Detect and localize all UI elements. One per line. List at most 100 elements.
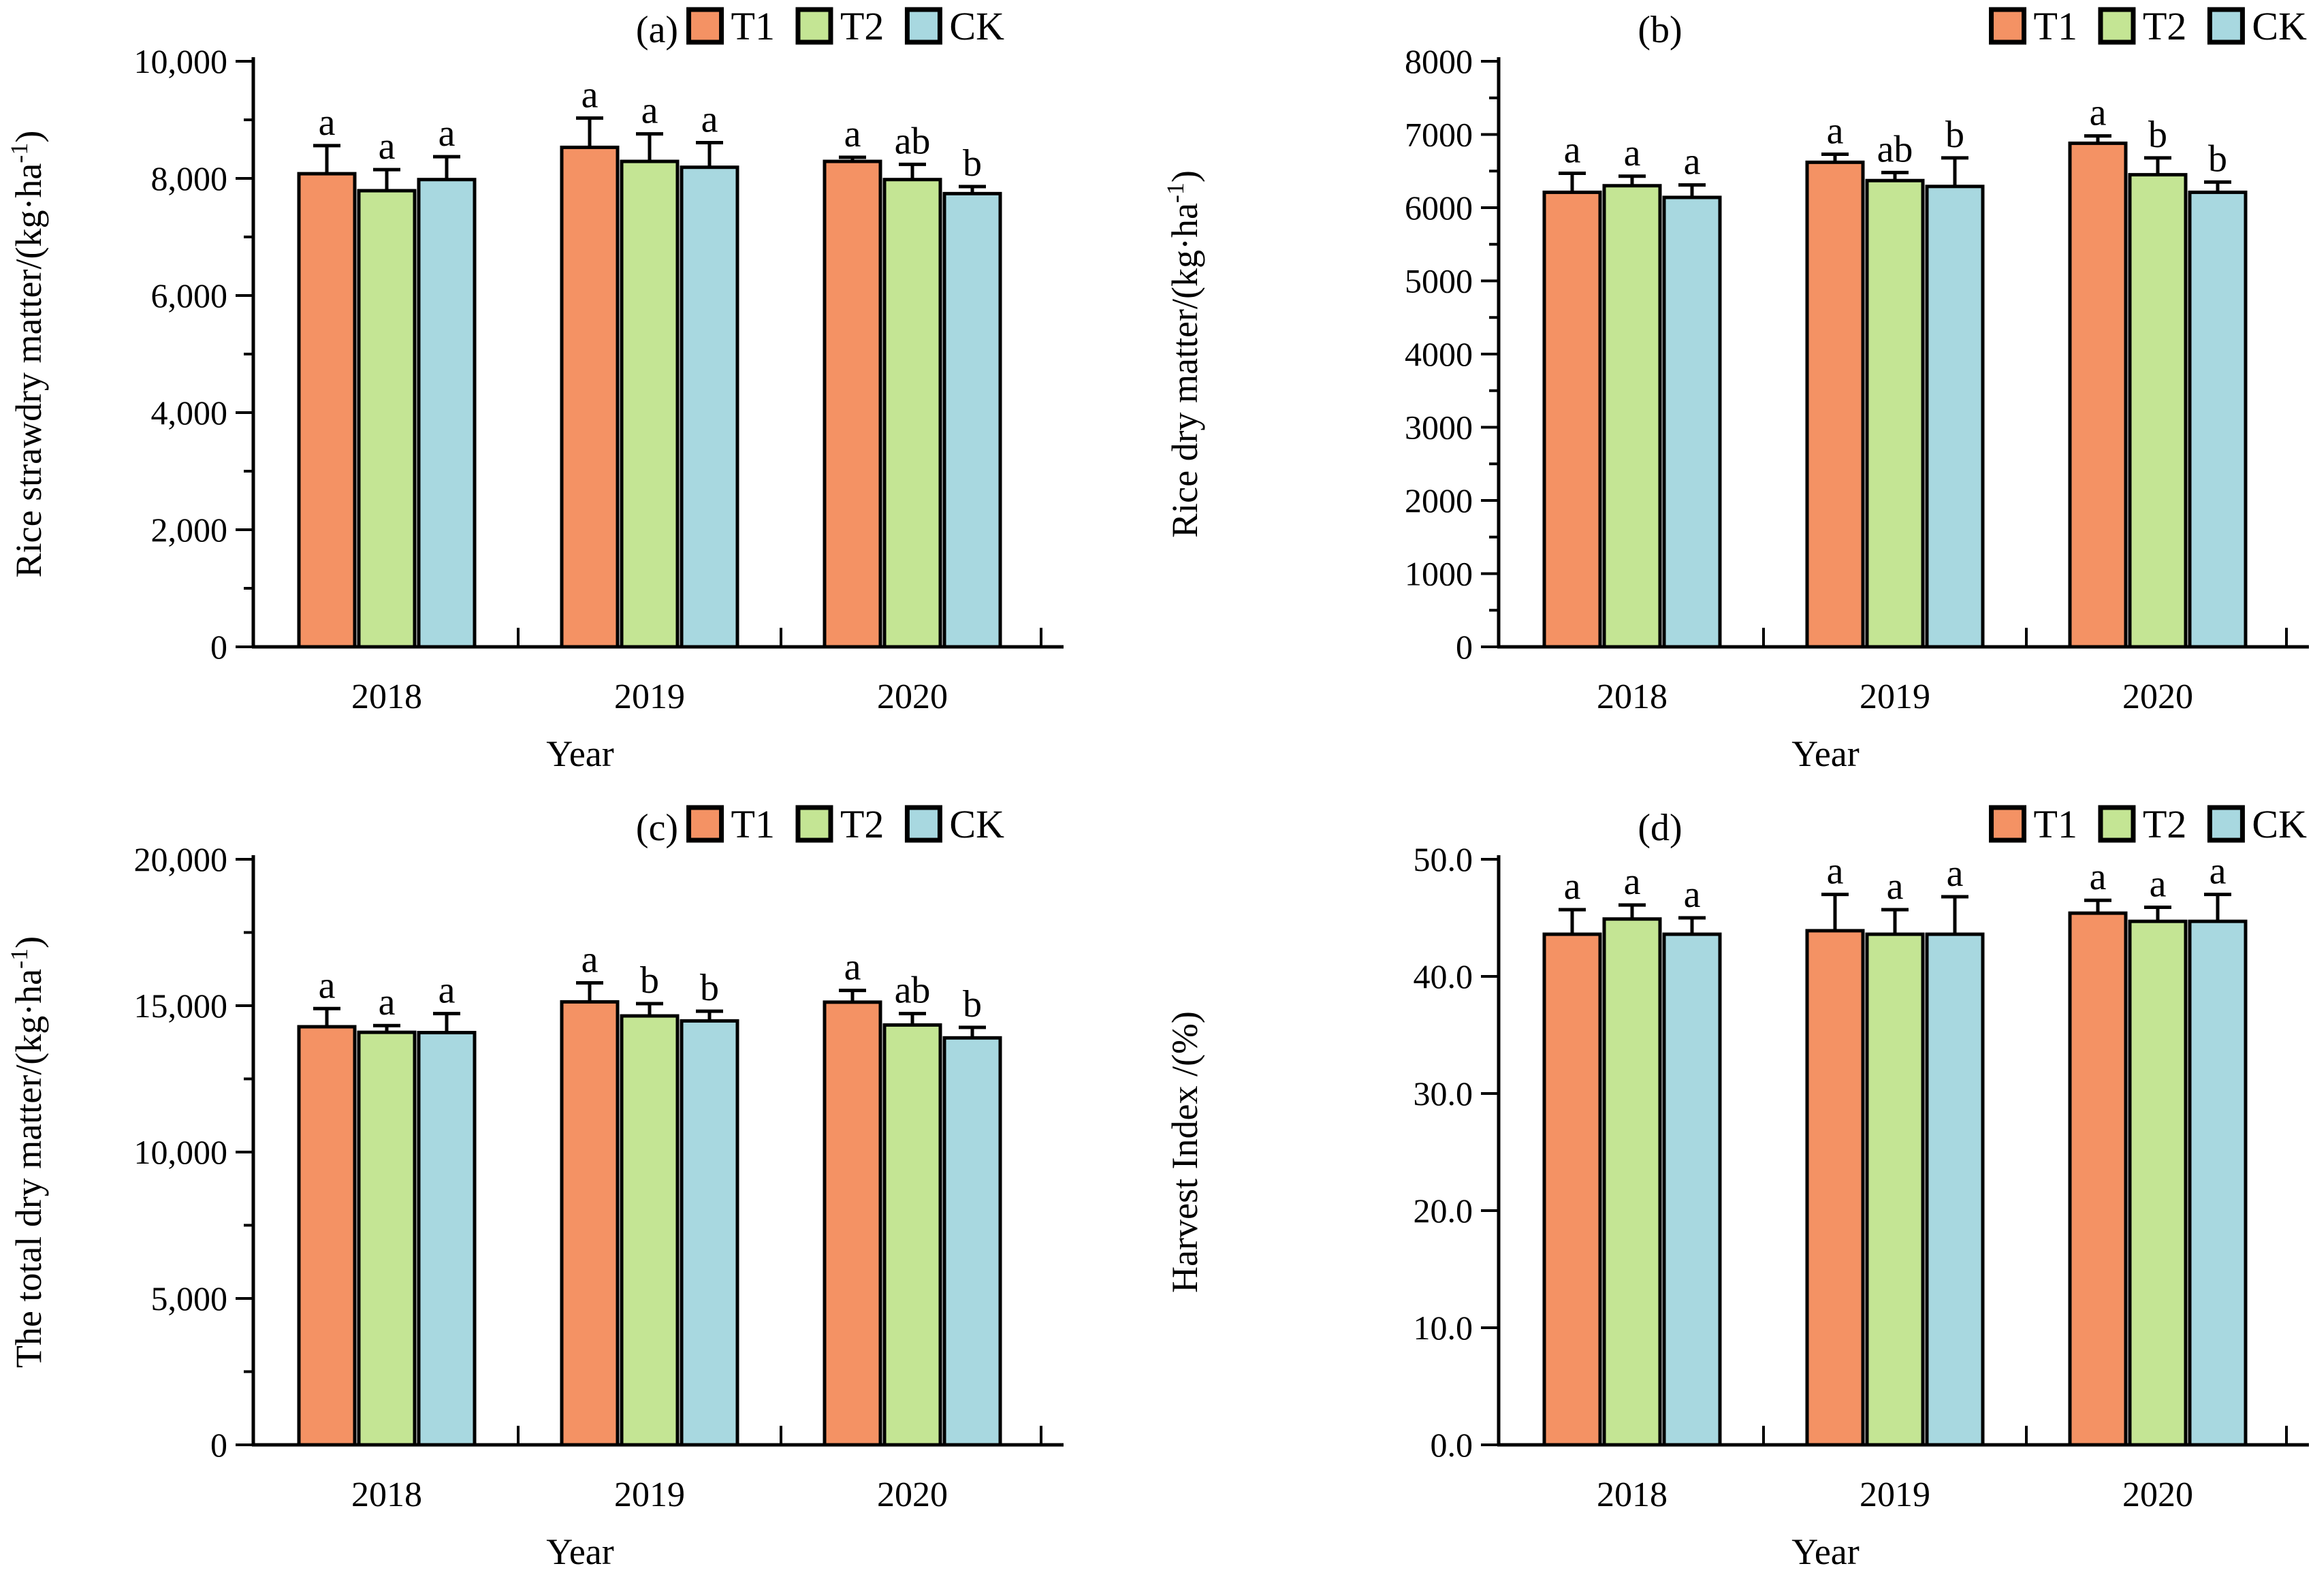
bar-T1-2018 (297, 172, 357, 649)
y-tick-label: 8,000 (151, 159, 228, 197)
panel-b: a a a a ab b a b b 0 1000 2000 3000 4000 5000 6000 7000 8… (1156, 0, 2313, 798)
legend-swatch-CK (2207, 805, 2245, 843)
bar-T2-2019 (620, 159, 680, 649)
x-tick-label: 2020 (2122, 1475, 2193, 1514)
legend-swatch-T1 (1989, 805, 2027, 843)
sig-letter: b (1945, 114, 1964, 156)
bar-T2-2020 (882, 178, 942, 649)
legend-swatch-T2 (795, 7, 833, 45)
bar-CK-2018 (417, 178, 477, 649)
bar-CK-2018 (1662, 195, 1722, 649)
legend-label-T1: T1 (731, 802, 775, 846)
y-tick-label: 2,000 (151, 511, 228, 549)
bar-T1-2020 (2068, 911, 2128, 1447)
bar-T2-2020 (882, 1023, 942, 1447)
sig-letter: b (2148, 114, 2167, 156)
y-axis-title: Rice strawdry matter/(kg·ha-1) (5, 131, 49, 578)
bar-T1-2018 (1542, 190, 1602, 649)
bar-CK-2019 (680, 165, 739, 649)
legend-label-T2: T2 (2143, 4, 2186, 48)
legend-swatch-T2 (795, 805, 833, 843)
panel-label: (a) (636, 9, 678, 51)
sig-letter: a (844, 946, 861, 989)
sig-letter: a (2090, 856, 2107, 898)
bar-CK-2020 (942, 1036, 1002, 1447)
bar-CK-2018 (417, 1031, 477, 1447)
sig-letter: b (963, 983, 982, 1025)
y-tick-label: 5,000 (151, 1279, 228, 1318)
panel-d: a a a a a a a a a 0.0 10.0 20.0 30.0 40.0 50.0 2018 2019… (1156, 798, 2313, 1596)
x-tick-label: 2018 (1597, 1475, 1668, 1514)
bar-T2-2019 (1865, 932, 1925, 1447)
bar-T2-2018 (1602, 917, 1662, 1447)
sig-letter: a (1564, 865, 1581, 908)
sig-letter: a (1624, 861, 1641, 903)
y-tick-label: 3000 (1405, 409, 1473, 447)
x-axis-title: Year (546, 1531, 614, 1572)
sig-letter: a (319, 964, 336, 1006)
sig-letter: ab (895, 970, 931, 1012)
x-tick-label: 2018 (1597, 677, 1668, 716)
bar-CK-2020 (942, 191, 1002, 649)
bar-CK-2019 (1925, 932, 1985, 1447)
sig-letter: b (640, 959, 659, 1002)
legend-label-CK: CK (2252, 4, 2307, 48)
y-tick-label: 10,000 (134, 1133, 228, 1171)
y-tick-label: 2000 (1405, 481, 1473, 520)
legend-swatch-T2 (2098, 7, 2136, 45)
bar-T1-2019 (1805, 929, 1865, 1447)
y-axis-title: Rice dry matter/(kg·ha-1) (1162, 170, 1205, 538)
y-tick-label: 40.0 (1414, 957, 1473, 995)
y-tick-label: 1000 (1405, 555, 1473, 593)
bar-T1-2018 (297, 1025, 357, 1447)
bar-T1-2020 (823, 1000, 882, 1447)
bar-CK-2019 (680, 1019, 739, 1447)
sig-letter: a (438, 112, 456, 155)
bar-T2-2018 (357, 1030, 417, 1447)
y-axis-title: The total dry matter/(kg·ha-1) (5, 936, 49, 1368)
sig-letter: b (2208, 138, 2227, 180)
y-tick-label: 8000 (1405, 42, 1473, 80)
sig-letter: ab (895, 120, 931, 162)
sig-letter: a (1827, 110, 1844, 153)
chart-rice-dry-matter: a a aa ab babb010002000300040005000600070008… (1162, 4, 2309, 774)
sig-letter: ab (1877, 128, 1913, 170)
x-axis-title: Year (546, 733, 614, 774)
bar-CK-2018 (1662, 932, 1722, 1447)
sig-letter: a (319, 101, 336, 144)
x-tick-label: 2020 (2122, 677, 2193, 716)
bar-T1-2019 (560, 1000, 620, 1447)
bar-T2-2019 (620, 1014, 680, 1447)
y-tick-label: 10,000 (134, 42, 228, 80)
sig-letter: b (963, 142, 982, 185)
x-tick-label: 2019 (614, 677, 685, 716)
sig-letter: a (2210, 850, 2227, 893)
x-tick-label: 2018 (351, 1475, 422, 1514)
legend: T1 T2 CK (1989, 4, 2307, 48)
legend-swatch-T1 (686, 805, 724, 843)
legend-swatch-CK (904, 7, 942, 45)
y-tick-label: 0.0 (1431, 1426, 1473, 1464)
y-tick-label: 5000 (1405, 262, 1473, 300)
bar-CK-2020 (2188, 919, 2248, 1447)
y-tick-label: 15,000 (134, 987, 228, 1025)
bar-CK-2020 (2188, 190, 2248, 649)
panel-c: a a a a b ab a b b 0 5,000 10,000 15,000 20,000 2018 20… (0, 798, 1156, 1596)
y-tick-label: 6,000 (151, 276, 228, 315)
sig-letter: a (701, 99, 718, 141)
y-tick-label: 0 (210, 628, 227, 666)
sig-letter: a (2090, 92, 2107, 134)
y-tick-label: 4000 (1405, 335, 1473, 373)
x-tick-label: 2018 (351, 677, 422, 716)
x-axis-title: Year (1791, 1531, 1860, 1572)
y-tick-label: 6000 (1405, 189, 1473, 227)
panel-a: a a a a a ab a a b 0 2,000 4,000 6,000 8,000 10,000 201… (0, 0, 1156, 798)
y-axis-title: Harvest Index /(%) (1164, 1011, 1205, 1293)
x-axis-title: Year (1791, 733, 1860, 774)
sig-letter: a (379, 125, 396, 167)
legend-swatch-T1 (1989, 7, 2027, 45)
bar-T1-2020 (823, 159, 882, 649)
bar-T2-2018 (357, 189, 417, 649)
